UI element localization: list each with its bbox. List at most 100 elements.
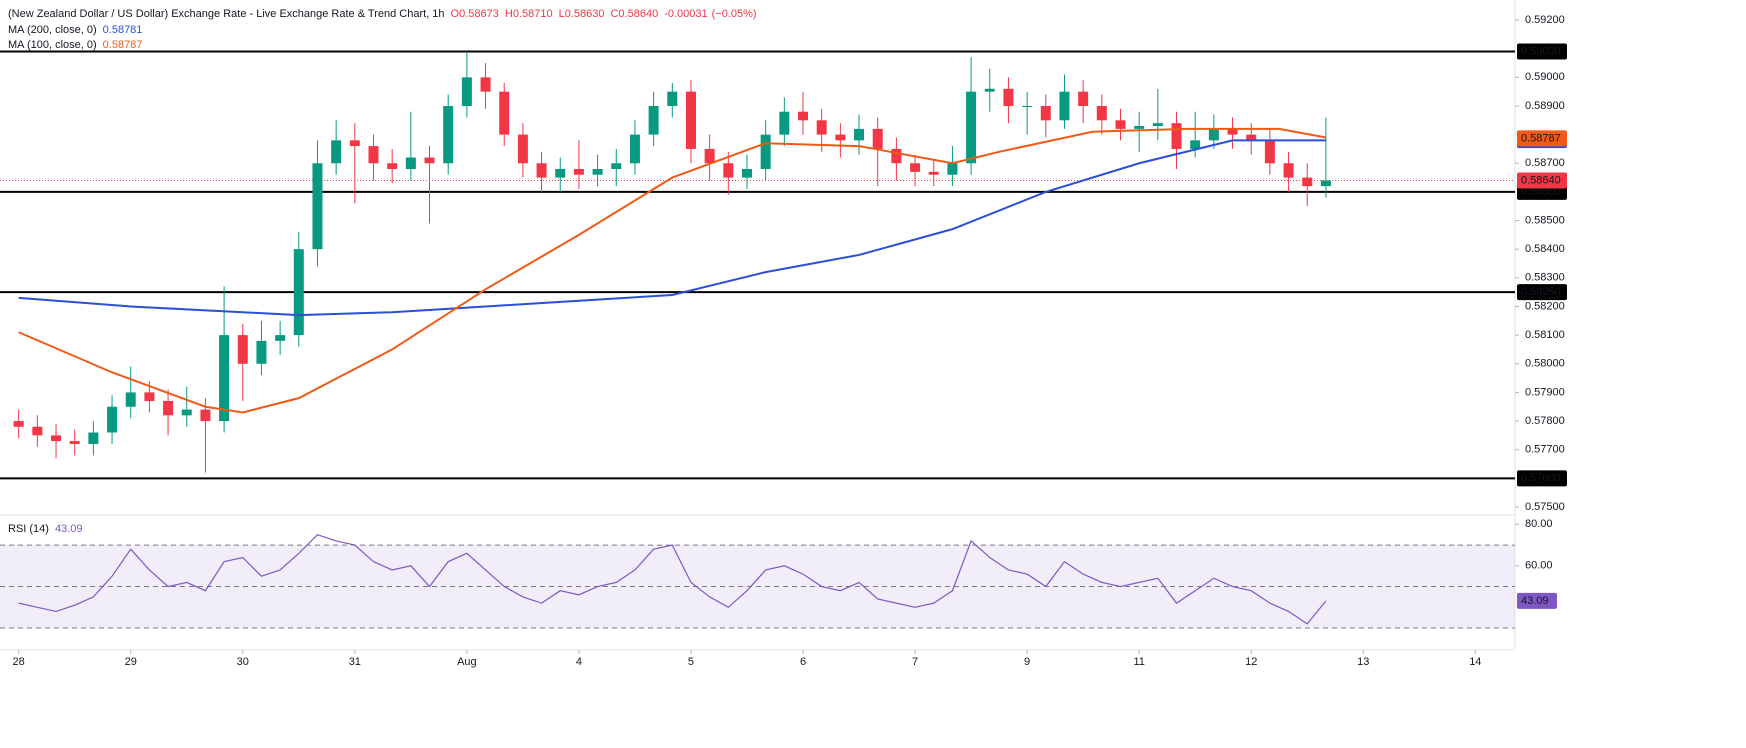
chart-title: (New Zealand Dollar / US Dollar) Exchang… bbox=[8, 8, 445, 20]
moving-average bbox=[18, 127, 1327, 414]
candle-body bbox=[854, 128, 865, 141]
candle-body bbox=[387, 163, 398, 169]
rsi-y-tick-label: 80.00 bbox=[1525, 518, 1553, 530]
candle-body bbox=[13, 421, 24, 427]
candle-body bbox=[629, 134, 640, 164]
candle-body bbox=[107, 406, 118, 433]
x-tick-label: 30 bbox=[237, 656, 249, 668]
candle-body bbox=[499, 91, 510, 135]
x-tick-label: 6 bbox=[800, 656, 806, 668]
y-tick-label: 0.57800 bbox=[1525, 415, 1565, 427]
x-tick-label: 9 bbox=[1024, 656, 1030, 668]
price-tag-label: 0.58640 bbox=[1521, 174, 1561, 186]
candle-body bbox=[256, 340, 267, 364]
candle-body bbox=[704, 148, 715, 164]
candle-body bbox=[181, 409, 192, 416]
candle-body bbox=[368, 146, 379, 164]
rsi-y-tick-label: 60.00 bbox=[1525, 560, 1553, 572]
candle-body bbox=[779, 111, 790, 135]
price-tag bbox=[1517, 284, 1567, 301]
legend-name: MA (200, close, 0) bbox=[8, 24, 97, 36]
candle-body bbox=[1302, 177, 1313, 187]
candle-body bbox=[424, 157, 435, 164]
rsi-legend-value: 43.09 bbox=[55, 523, 83, 535]
candle-body bbox=[125, 392, 136, 407]
x-tick-label: 28 bbox=[13, 656, 25, 668]
candle-body bbox=[891, 148, 902, 164]
price-tag-label: 0.57600 bbox=[1521, 472, 1561, 484]
price-tag-label: 0.58787 bbox=[1521, 132, 1561, 144]
x-tick-label: 29 bbox=[125, 656, 137, 668]
candle-body bbox=[910, 163, 921, 172]
legend-value: 0.58787 bbox=[103, 39, 143, 51]
y-tick-label: 0.59200 bbox=[1525, 14, 1565, 26]
candle-body bbox=[1171, 123, 1182, 149]
x-tick-label: 14 bbox=[1469, 656, 1481, 668]
candle-body bbox=[1059, 91, 1070, 121]
candle-body bbox=[685, 91, 696, 149]
candle-body bbox=[480, 77, 491, 92]
candle-body bbox=[741, 168, 752, 178]
candle-body bbox=[405, 157, 416, 169]
y-tick-label: 0.58400 bbox=[1525, 243, 1565, 255]
candle-body bbox=[293, 249, 304, 336]
candle-body bbox=[163, 401, 174, 416]
candle-body bbox=[573, 168, 584, 175]
candle-body bbox=[966, 91, 977, 164]
candle-body bbox=[1190, 140, 1201, 149]
legend-entry: MA (200, close, 0) 0.58781 bbox=[8, 24, 142, 36]
candle-body bbox=[461, 77, 472, 106]
price-tag bbox=[1517, 43, 1567, 60]
candle-body bbox=[1115, 120, 1126, 129]
legend-name: MA (100, close, 0) bbox=[8, 39, 97, 51]
y-tick-label: 0.58700 bbox=[1525, 157, 1565, 169]
candle-body bbox=[237, 335, 248, 364]
change-pct: (−0.05%) bbox=[712, 8, 757, 20]
candle-body bbox=[536, 163, 547, 178]
x-tick-label: Aug bbox=[457, 656, 477, 668]
y-tick-label: 0.58200 bbox=[1525, 300, 1565, 312]
candle-body bbox=[723, 163, 734, 178]
candle-body bbox=[1208, 128, 1219, 141]
candle-body bbox=[611, 163, 622, 169]
y-tick-label: 0.57700 bbox=[1525, 444, 1565, 456]
y-tick-label: 0.58100 bbox=[1525, 329, 1565, 341]
change: -0.00031 bbox=[664, 8, 707, 20]
price-tag bbox=[1517, 470, 1567, 487]
candle-body bbox=[928, 171, 939, 175]
candle-body bbox=[88, 432, 99, 444]
candle-body bbox=[1246, 134, 1257, 141]
candle-body bbox=[1320, 180, 1331, 187]
x-tick-label: 5 bbox=[688, 656, 694, 668]
candle-body bbox=[1022, 105, 1033, 107]
candle-body bbox=[648, 105, 659, 135]
candle-body bbox=[1283, 163, 1294, 178]
x-tick-label: 11 bbox=[1133, 656, 1144, 668]
candle-body bbox=[69, 441, 80, 444]
candle-body bbox=[312, 163, 323, 250]
ohlc-value: O0.58673 bbox=[451, 8, 499, 20]
price-tag bbox=[1517, 130, 1567, 147]
legend-entry: MA (100, close, 0) 0.58787 bbox=[8, 39, 142, 51]
y-tick-label: 0.59000 bbox=[1525, 71, 1565, 83]
chart-title-line: (New Zealand Dollar / US Dollar) Exchang… bbox=[8, 8, 757, 20]
x-tick-label: 12 bbox=[1245, 656, 1257, 668]
candle-body bbox=[1227, 128, 1238, 135]
price-tag-label: 0.58250 bbox=[1521, 286, 1561, 298]
candle-body bbox=[331, 140, 342, 164]
candle-body bbox=[816, 120, 827, 135]
candle-body bbox=[667, 91, 678, 106]
candle-body bbox=[200, 409, 211, 422]
y-tick-label: 0.58000 bbox=[1525, 358, 1565, 370]
y-tick-label: 0.58900 bbox=[1525, 100, 1565, 112]
candle-body bbox=[592, 168, 603, 175]
x-tick-label: 7 bbox=[912, 656, 918, 668]
price-tag-label: 0.58600 bbox=[1521, 186, 1561, 198]
candle-body bbox=[443, 105, 454, 164]
candle-body bbox=[1134, 126, 1145, 129]
legend-value: 0.58781 bbox=[103, 24, 143, 36]
candle-body bbox=[1040, 105, 1051, 121]
candle-body bbox=[555, 168, 566, 178]
candle-body bbox=[1003, 88, 1014, 106]
